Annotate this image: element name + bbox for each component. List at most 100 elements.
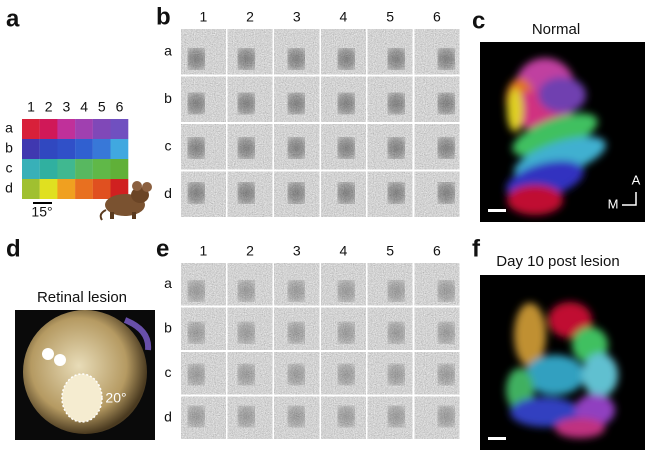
column-label: 6 xyxy=(433,9,441,25)
response-spot xyxy=(289,281,304,300)
color-cell xyxy=(92,139,111,159)
column-label: 1 xyxy=(199,9,207,25)
response-spot xyxy=(239,365,254,384)
color-cell xyxy=(110,119,129,139)
response-spot xyxy=(339,94,354,113)
row-label: d xyxy=(5,180,13,196)
response-spot xyxy=(389,139,404,158)
reflection xyxy=(123,317,152,351)
column-label: 2 xyxy=(246,243,254,259)
color-cell xyxy=(57,159,76,179)
panel-label: f xyxy=(472,235,481,262)
response-cell xyxy=(414,262,460,306)
color-cell xyxy=(75,139,93,159)
response-cell xyxy=(180,76,227,123)
panel-label: c xyxy=(472,7,485,34)
color-cell xyxy=(22,159,40,179)
response-spot xyxy=(289,365,304,384)
response-spot xyxy=(239,139,254,158)
column-label: 1 xyxy=(27,99,35,115)
response-cell xyxy=(414,76,460,123)
column-label: 5 xyxy=(98,99,106,115)
angle-label: 20° xyxy=(105,390,126,406)
scale-bar xyxy=(488,437,506,440)
response-cell xyxy=(414,396,460,440)
color-cell xyxy=(110,139,129,159)
response-cell xyxy=(414,307,460,351)
response-spot xyxy=(389,365,404,384)
lesion xyxy=(61,373,103,423)
mouse-icon xyxy=(99,181,152,221)
response-spot xyxy=(189,49,204,68)
response-spot xyxy=(439,49,454,68)
color-cell xyxy=(57,139,76,159)
column-label: 2 xyxy=(246,9,254,25)
response-spot xyxy=(289,139,304,158)
response-spot xyxy=(189,365,204,384)
response-spot xyxy=(289,407,304,426)
row-label: c xyxy=(165,364,172,380)
spot xyxy=(42,348,54,360)
response-spot xyxy=(189,407,204,426)
response-spot xyxy=(189,323,204,342)
response-cell xyxy=(180,262,227,306)
column-label: 3 xyxy=(63,99,71,115)
response-spot xyxy=(389,407,404,426)
panel-title: Day 10 post lesion xyxy=(496,253,619,270)
response-spot xyxy=(289,94,304,113)
scale-bar xyxy=(488,209,506,212)
color-cell xyxy=(57,179,76,199)
response-spot xyxy=(389,323,404,342)
column-label: 3 xyxy=(293,9,301,25)
panel-label: e xyxy=(156,235,169,262)
response-cell xyxy=(180,123,227,170)
response-grid: 1 2 3 4 5 6 a b c d xyxy=(164,9,460,218)
color-cell xyxy=(92,119,111,139)
response-spot xyxy=(339,323,354,342)
color-cell xyxy=(92,159,111,179)
column-label: 1 xyxy=(199,243,207,259)
response-spot xyxy=(239,281,254,300)
row-label: b xyxy=(164,319,172,335)
row-label: a xyxy=(164,42,172,58)
color-cell xyxy=(39,159,58,179)
column-label: 2 xyxy=(45,99,53,115)
column-label: 4 xyxy=(340,243,348,259)
panel-label: a xyxy=(6,5,20,32)
response-spot xyxy=(339,407,354,426)
row-label: a xyxy=(164,275,172,291)
response-cell xyxy=(367,28,413,75)
row-label: b xyxy=(164,90,172,106)
spot xyxy=(54,354,66,366)
axis-arrows xyxy=(622,192,637,206)
row-label: d xyxy=(164,185,172,201)
response-spot xyxy=(339,49,354,68)
response-spot xyxy=(439,281,454,300)
response-spot xyxy=(339,281,354,300)
row-label: b xyxy=(5,140,13,156)
response-spot xyxy=(339,139,354,158)
response-spot xyxy=(439,323,454,342)
color-cell xyxy=(75,159,93,179)
response-spot xyxy=(239,49,254,68)
response-spot xyxy=(389,183,404,202)
response-spot xyxy=(389,281,404,300)
response-cell xyxy=(180,307,227,351)
axis-label: A xyxy=(632,172,641,187)
response-cell xyxy=(180,171,227,218)
scale-label: 15° xyxy=(31,204,52,220)
response-spot xyxy=(189,281,204,300)
column-label: 6 xyxy=(433,243,441,259)
row-label: d xyxy=(164,408,172,424)
response-spot xyxy=(289,49,304,68)
column-label: 4 xyxy=(80,99,88,115)
row-label: a xyxy=(5,120,13,136)
response-spot xyxy=(239,183,254,202)
panel-title: Retinal lesion xyxy=(37,289,127,306)
panel-label: d xyxy=(6,235,21,262)
color-cell xyxy=(22,119,40,139)
response-spot xyxy=(289,183,304,202)
color-cell xyxy=(75,119,93,139)
response-spot xyxy=(189,139,204,158)
